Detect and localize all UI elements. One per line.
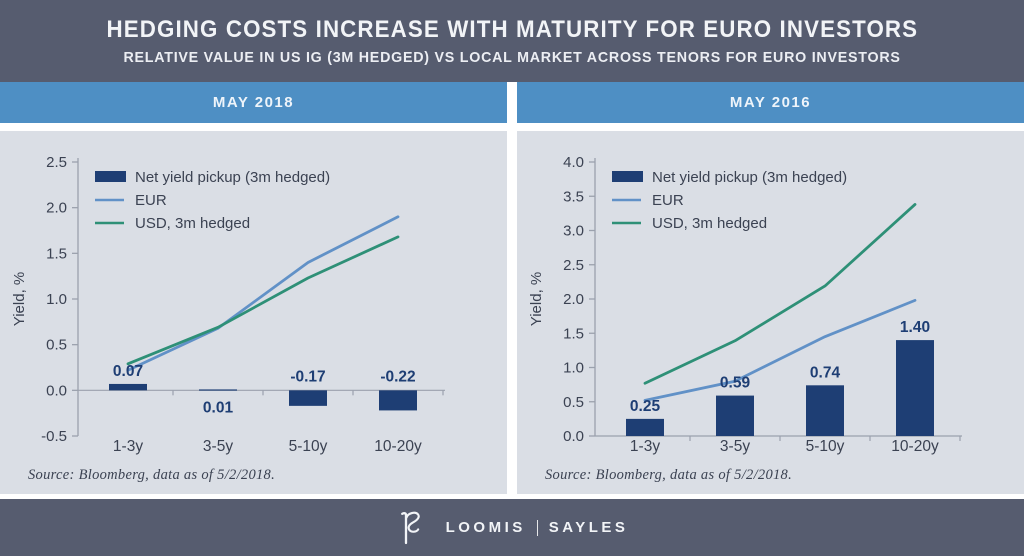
bar-series-net-yield-pickup [109, 383, 417, 411]
svg-text:USD, 3m hedged: USD, 3m hedged [135, 215, 250, 232]
svg-text:0.07: 0.07 [113, 363, 143, 380]
line-usd-3m-hedged [643, 203, 917, 385]
legend: Net yield pickup (3m hedged) EUR USD, 3m h… [95, 169, 330, 232]
brand-divider [536, 519, 538, 536]
legend-bar-swatch [95, 171, 126, 182]
brand-sayles: SAYLES [548, 519, 629, 536]
svg-text:10-20y: 10-20y [374, 438, 422, 455]
chart-panel-may-2018: 2.5 2.0 1.5 1.0 0.5 0.0 -0.5 1-3y 3-5y 5-10y 10-20… [0, 131, 507, 494]
svg-text:1.0: 1.0 [46, 291, 67, 308]
page-subtitle: RELATIVE VALUE IN US IG (3M HEDGED) VS L… [123, 49, 901, 66]
page-title: HEDGING COSTS INCREASE WITH MATURITY FOR… [106, 16, 918, 43]
svg-text:2.0: 2.0 [46, 200, 67, 217]
svg-text:-0.17: -0.17 [290, 368, 325, 385]
svg-text:1-3y: 1-3y [113, 438, 143, 455]
panel-band-row: MAY 2018 MAY 2016 [0, 82, 1024, 123]
brand-loomis: LOOMIS [445, 519, 526, 536]
loomis-sayles-logo-icon [400, 511, 420, 544]
legend-bar-swatch [612, 171, 643, 182]
svg-text:-0.22: -0.22 [380, 368, 415, 385]
chart-may-2016: 4.0 3.5 3.0 2.5 2.0 1.5 1.0 0.5 0.0 1-3y 3-5y 5-10y… [528, 154, 962, 455]
bar [199, 389, 237, 391]
svg-text:0.25: 0.25 [630, 398, 661, 415]
svg-text:Net yield pickup (3m hedged): Net yield pickup (3m hedged) [135, 169, 330, 186]
svg-text:3.0: 3.0 [563, 223, 584, 240]
legend: Net yield pickup (3m hedged) EUR USD, 3m h… [612, 169, 847, 232]
bar [379, 390, 417, 411]
brand-footer: LOOMIS SAYLES [0, 499, 1024, 556]
svg-text:3.5: 3.5 [563, 188, 584, 205]
svg-text:EUR: EUR [652, 192, 684, 209]
svg-text:1-3y: 1-3y [630, 438, 660, 455]
svg-text:1.0: 1.0 [563, 360, 584, 377]
horizontal-divider [0, 123, 1024, 131]
chart-panel-row: 2.5 2.0 1.5 1.0 0.5 0.0 -0.5 1-3y 3-5y 5-10y 10-20… [0, 131, 1024, 494]
svg-text:0.74: 0.74 [810, 364, 841, 381]
bar [289, 390, 327, 406]
svg-text:0.01: 0.01 [203, 399, 234, 416]
report-header: HEDGING COSTS INCREASE WITH MATURITY FOR… [0, 0, 1024, 82]
bar-series-net-yield-pickup [626, 340, 934, 436]
chart-panel-may-2016: 4.0 3.5 3.0 2.5 2.0 1.5 1.0 0.5 0.0 1-3y 3-5y 5-10y… [517, 131, 1024, 494]
svg-text:0.0: 0.0 [563, 428, 584, 445]
svg-text:EUR: EUR [135, 192, 167, 209]
svg-text:2.0: 2.0 [563, 291, 584, 308]
svg-text:1.5: 1.5 [563, 325, 584, 342]
bar [716, 395, 754, 436]
svg-text:5-10y: 5-10y [289, 438, 328, 455]
x-axis: 1-3y 3-5y 5-10y 10-20y [595, 435, 962, 455]
svg-text:0.5: 0.5 [46, 337, 67, 354]
svg-text:-0.5: -0.5 [41, 428, 67, 445]
bar [626, 418, 664, 436]
svg-text:0.5: 0.5 [563, 394, 584, 411]
source-note-left: Source: Bloomberg, data as of 5/2/2018. [28, 467, 276, 483]
svg-text:0.0: 0.0 [46, 382, 67, 399]
line-eur [126, 215, 400, 372]
svg-text:10-20y: 10-20y [891, 438, 939, 455]
svg-text:5-10y: 5-10y [806, 438, 845, 455]
svg-text:2.5: 2.5 [563, 257, 584, 274]
svg-text:2.5: 2.5 [46, 154, 67, 171]
line-eur [643, 298, 917, 402]
y-axis: 2.5 2.0 1.5 1.0 0.5 0.0 -0.5 [41, 154, 79, 445]
svg-text:1.5: 1.5 [46, 245, 67, 262]
svg-text:3-5y: 3-5y [720, 438, 750, 455]
line-usd-3m-hedged [126, 235, 400, 366]
bar [896, 340, 934, 436]
svg-text:0.59: 0.59 [720, 375, 751, 392]
bar [109, 383, 147, 391]
panel-band-may-2016: MAY 2016 [517, 82, 1024, 123]
svg-text:Net yield pickup (3m hedged): Net yield pickup (3m hedged) [652, 169, 847, 186]
x-axis: 1-3y 3-5y 5-10y 10-20y [78, 389, 445, 455]
panel-band-may-2018: MAY 2018 [0, 82, 507, 123]
source-note-right: Source: Bloomberg, data as of 5/2/2018. [545, 467, 793, 483]
horizontal-divider-bottom [0, 494, 1024, 499]
y-axis-label: Yield, % [528, 272, 545, 326]
svg-text:4.0: 4.0 [563, 154, 584, 171]
y-axis: 4.0 3.5 3.0 2.5 2.0 1.5 1.0 0.5 0.0 [563, 154, 596, 445]
bar [806, 385, 844, 436]
svg-text:USD, 3m hedged: USD, 3m hedged [652, 215, 767, 232]
svg-text:1.40: 1.40 [900, 319, 930, 336]
bar-value-labels: 0.07 0.01 -0.17 -0.22 [113, 363, 416, 416]
bar-value-labels: 0.25 0.59 0.74 1.40 [630, 319, 930, 415]
brand-wordmark: LOOMIS SAYLES [446, 519, 629, 536]
svg-text:3-5y: 3-5y [203, 438, 233, 455]
y-axis-label: Yield, % [11, 272, 28, 326]
chart-may-2018: 2.5 2.0 1.5 1.0 0.5 0.0 -0.5 1-3y 3-5y 5-10y 10-20… [11, 154, 445, 455]
